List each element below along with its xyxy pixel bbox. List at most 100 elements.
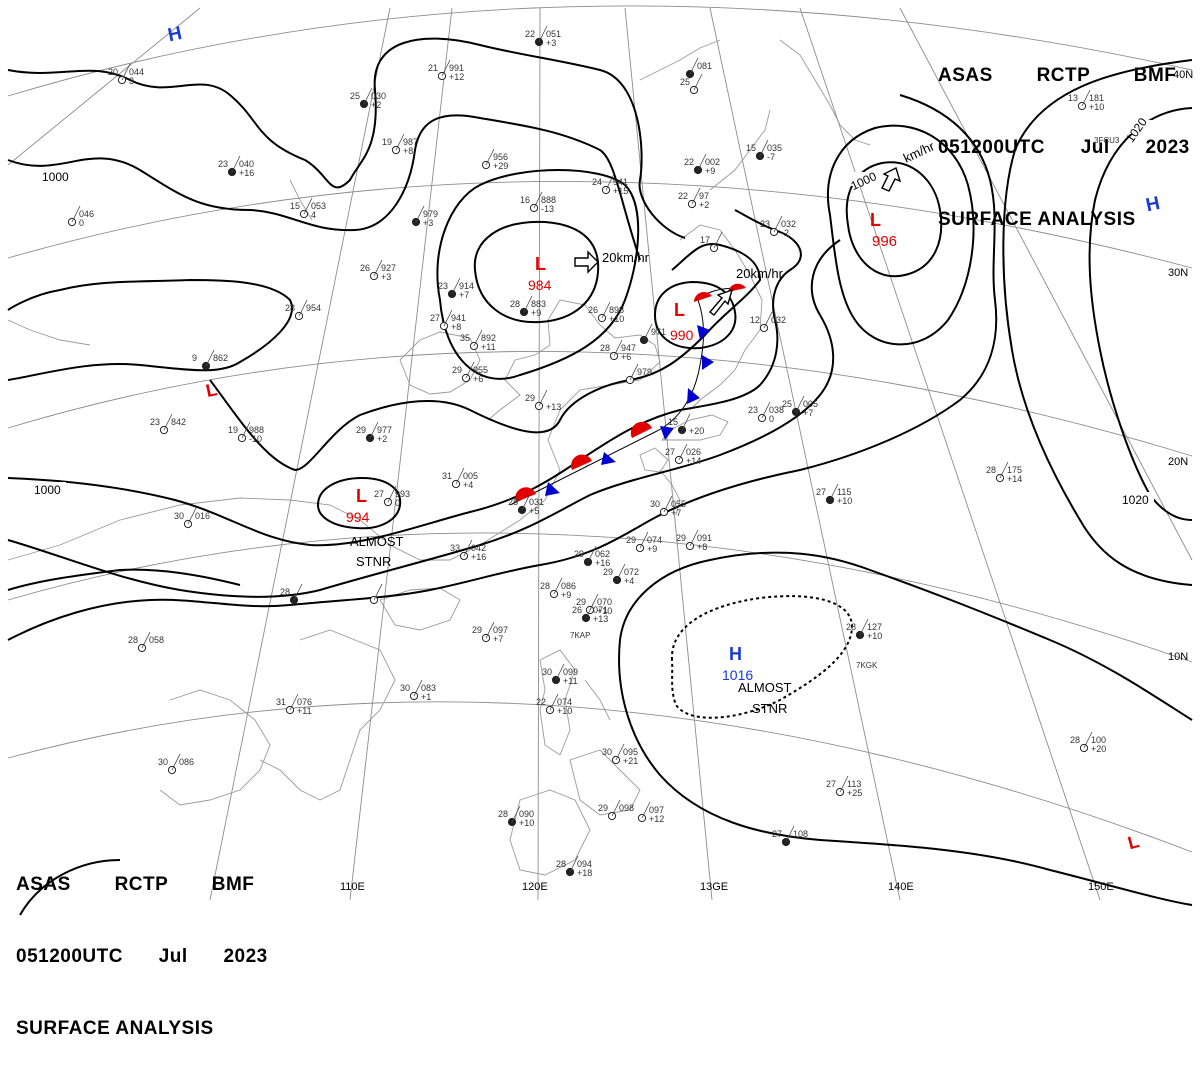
low-994-value: 994 [346, 509, 370, 525]
station-temp: 27 [374, 489, 384, 499]
wind-barb [373, 259, 383, 277]
station-temp: 30 [602, 747, 612, 757]
station-temp: 29 [472, 625, 482, 635]
station-plot: 28 883+9 [510, 295, 546, 318]
station-tendency: +3 [546, 38, 556, 48]
station-temp: 15 [668, 417, 678, 427]
footer-station: ASAS RCTP BMF [16, 874, 255, 895]
station-tendency: +1 [421, 692, 431, 702]
station-pressure: 842 [171, 417, 186, 427]
wind-barb [643, 323, 653, 341]
station-plot: 22 051+3 [525, 25, 561, 48]
station-pressure: 898 [609, 305, 624, 315]
wind-barb [485, 621, 495, 639]
station-plot: 29 977+2 [356, 421, 392, 444]
station-pressure: 030 [371, 91, 386, 101]
station-tendency: +2 [371, 100, 381, 110]
station-pressure: 979 [423, 209, 438, 219]
station-pressure: 026 [686, 447, 701, 457]
station-pressure: 074 [647, 535, 662, 545]
lon-label-130e: 13GE [700, 881, 728, 893]
station-temp: 28 [280, 587, 290, 597]
station-pressure: 053 [311, 201, 326, 211]
station-pressure: 888 [541, 195, 556, 205]
low-994-symbol: L [356, 486, 367, 506]
station-pressure: 032 [781, 219, 796, 229]
station-temp: 27 [665, 447, 675, 457]
station-temp: 28 [1070, 735, 1080, 745]
station-temp: 19 [382, 137, 392, 147]
station-plot: 23 914+7 [438, 277, 474, 300]
station-plot: 28 058 [128, 631, 164, 653]
station-plot: 16 888-13 [520, 191, 556, 214]
station-pressure: 914 [459, 281, 474, 291]
station-plot [369, 583, 383, 605]
station-plot: 29 074+9 [626, 531, 662, 554]
station-tendency: +2 [699, 200, 709, 210]
wind-barb [241, 421, 251, 439]
station-pressure: 947 [621, 343, 636, 353]
station-tendency: +14 [1007, 474, 1022, 484]
station-plot: 29 955+6 [452, 361, 488, 384]
station-plot: 29 091+8 [676, 529, 712, 552]
station-plot: 31 076+11 [276, 693, 312, 716]
wind-barb [773, 215, 783, 233]
station-tendency: +16 [595, 558, 610, 568]
station-pressure: 002 [705, 157, 720, 167]
station-pressure: 862 [213, 353, 228, 363]
station-plot: 27 108 [772, 825, 808, 847]
station-pressure: 035 [767, 143, 782, 153]
wind-barb [363, 87, 373, 105]
wind-barb [611, 799, 621, 817]
station-plot: 30 016 [174, 507, 210, 529]
latitude-lines [7, 5, 1193, 853]
station-plot: 28 [280, 583, 303, 605]
station-plot: 971 [639, 323, 666, 345]
header-datetime: 051200UTC Jul 2023 [938, 137, 1190, 158]
low-990-value: 990 [670, 327, 694, 343]
lon-label-150e: 150E [1088, 881, 1114, 893]
wind-barb [839, 775, 849, 793]
coastlines [7, 39, 871, 876]
station-temp: 28 [556, 859, 566, 869]
wind-barb [463, 539, 473, 557]
station-temp: 28 [128, 635, 138, 645]
isobar-label-1000-w: 1000 [34, 483, 61, 497]
wind-barb [373, 583, 383, 601]
station-pressure: 099 [563, 667, 578, 677]
station-pressure: 941 [451, 313, 466, 323]
footer-datetime: 051200UTC Jul 2023 [16, 946, 268, 967]
station-tendency: +8 [403, 146, 413, 156]
station-plot: 29 062+16 [574, 545, 610, 568]
station-temp: 28 [285, 303, 295, 313]
station-tendency: +8 [697, 542, 707, 552]
wind-barb [298, 299, 308, 317]
isobar-label-1020-e: 1020 [1122, 493, 1149, 507]
station-tendency: +10 [609, 314, 624, 324]
station-tendency: +12 [649, 814, 664, 824]
station-tendency: 4 [311, 210, 316, 220]
station-pressure: 941 [613, 177, 628, 187]
station-pressure: 055 [671, 499, 686, 509]
lat-label-10n: 10N [1168, 651, 1188, 663]
station-plot: 13 181+10 [1068, 89, 1104, 112]
high-1016-note-almost: ALMOST [738, 680, 792, 695]
station-temp: 28 [498, 809, 508, 819]
high-nw-symbol: H [166, 23, 184, 46]
wind-barb [415, 205, 425, 223]
station-tendency: +14 [686, 456, 701, 466]
station-temp: 26 [572, 605, 582, 615]
station-pressure: 892 [481, 333, 496, 343]
station-temp: 29 [576, 597, 586, 607]
wind-barb [205, 349, 215, 367]
wind-barb [141, 631, 151, 649]
motion-arrow-984 [574, 250, 599, 274]
station-temp: 28 [540, 581, 550, 591]
station-pressure: 095 [623, 747, 638, 757]
station-tendency: +10 [1089, 102, 1104, 112]
station-temp: 9 [192, 353, 197, 363]
station-temp: 25 [350, 91, 360, 101]
wind-barb [441, 59, 451, 77]
wind-barb [615, 743, 625, 761]
